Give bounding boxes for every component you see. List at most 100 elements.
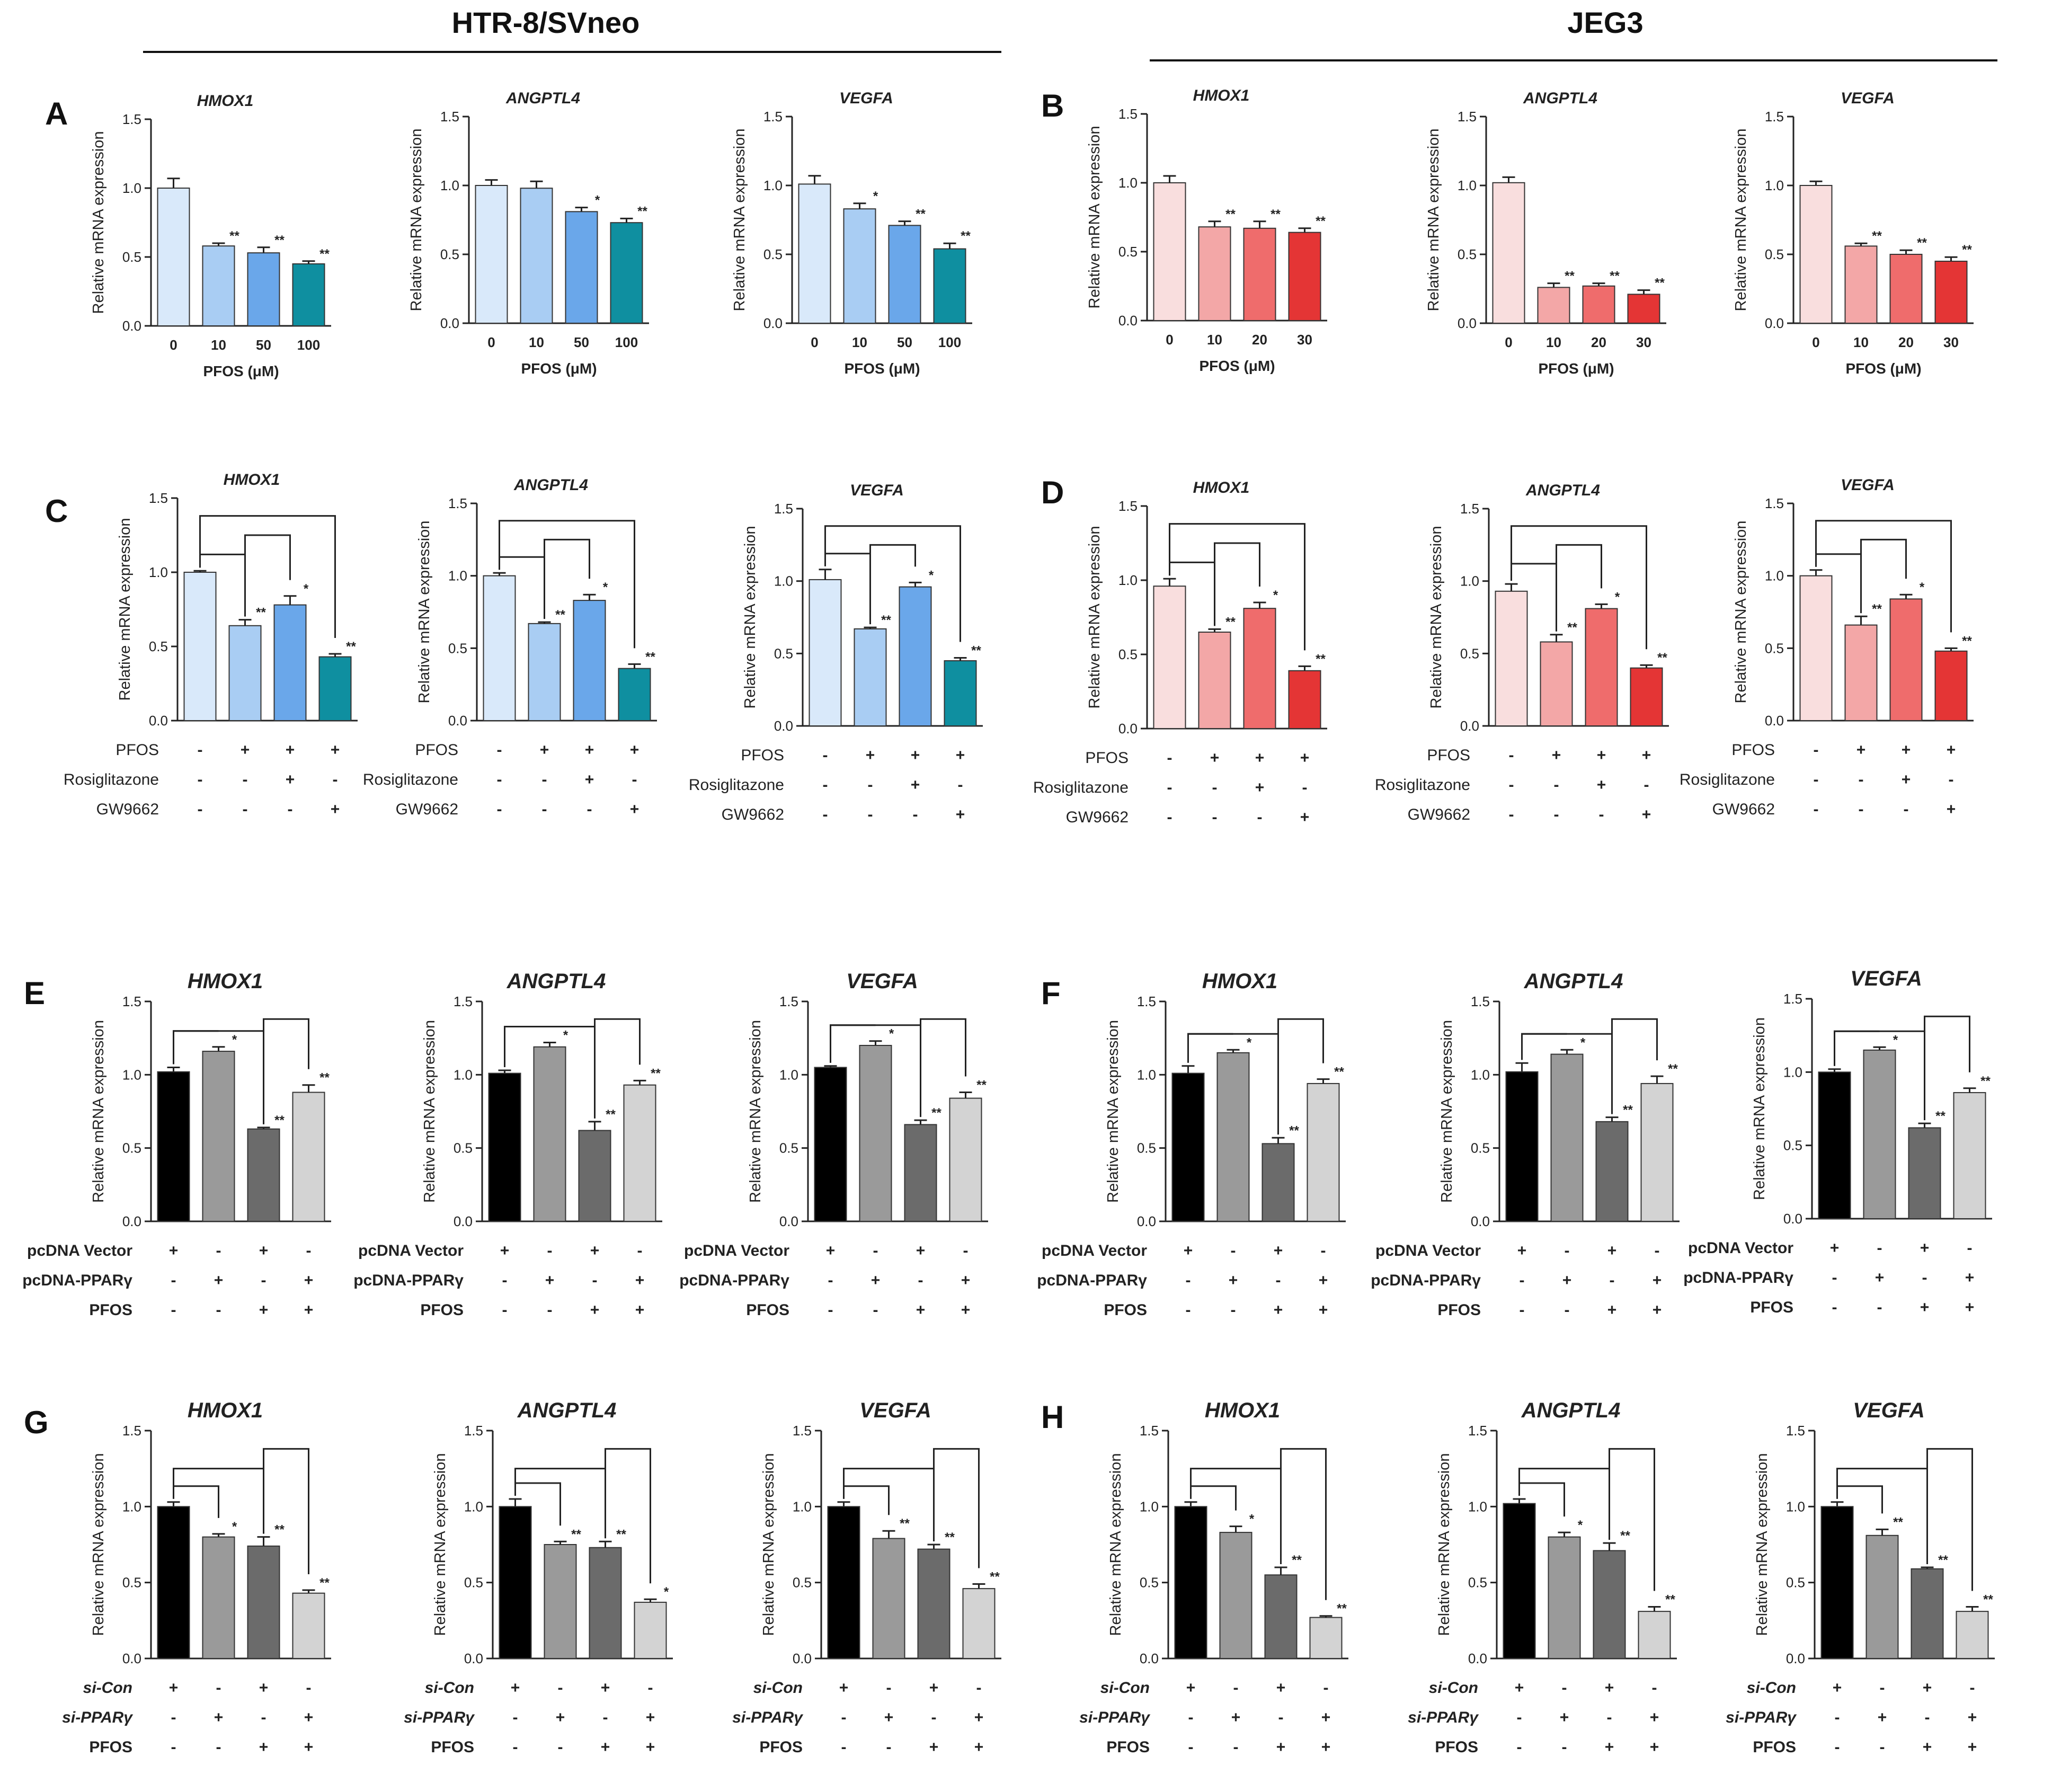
bar-b-hmox1-1-2 xyxy=(1243,227,1276,321)
x-tick-label-a-hmox1-1-1: 10 xyxy=(211,337,226,353)
row-sign-d-angptl4-2-0-3: + xyxy=(1642,747,1651,764)
sig-mark-c-angptl4-2-3: ** xyxy=(645,650,655,664)
row-sign-h-angptl4-2-0-3: - xyxy=(1652,1679,1657,1697)
y-tick-label-a-vegfa-3-0: 0.0 xyxy=(763,315,783,331)
row-sign-g-hmox1-1-1-2: - xyxy=(261,1709,266,1726)
y-tick-label-h-angptl4-2-3: 1.5 xyxy=(1468,1423,1487,1439)
row-sign-e-vegfa-3-0-2: + xyxy=(916,1242,926,1259)
row-label-e-angptl4-2-2: PFOS xyxy=(420,1301,464,1319)
row-label-d-vegfa-3-1: Rosiglitazone xyxy=(1680,771,1775,788)
sig-mark-d-hmox1-1-2: * xyxy=(1273,588,1278,602)
row-sign-c-vegfa-3-1-2: + xyxy=(911,776,920,794)
row-label-g-vegfa-3-0: si-Con xyxy=(753,1679,803,1697)
bar-h-angptl4-2-2 xyxy=(1593,1550,1626,1659)
bar-c-angptl4-2-0 xyxy=(483,575,516,721)
bar-h-vegfa-3-0 xyxy=(1820,1506,1854,1659)
y-axis-label-g-hmox1-1: Relative mRNA expression xyxy=(90,1453,107,1636)
row-sign-e-vegfa-3-1-2: - xyxy=(918,1272,923,1289)
x-axis-label-b-vegfa-3: PFOS (μM) xyxy=(1845,360,1921,377)
row-sign-d-vegfa-3-2-0: - xyxy=(1814,801,1819,818)
row-sign-h-vegfa-3-1-2: - xyxy=(1925,1709,1930,1726)
header-jeg3-line xyxy=(1150,59,1997,61)
y-tick-label-f-hmox1-1-1: 0.5 xyxy=(1137,1140,1156,1156)
row-label-g-angptl4-2-2: PFOS xyxy=(431,1738,474,1756)
panel-label-g: G xyxy=(24,1405,49,1440)
row-sign-f-angptl4-2-1-1: + xyxy=(1562,1272,1572,1289)
bar-d-hmox1-1-1 xyxy=(1198,632,1231,729)
row-label-f-vegfa-3-0: pcDNA Vector xyxy=(1688,1239,1793,1257)
bar-g-hmox1-1-3 xyxy=(292,1592,325,1660)
x-tick-label-a-hmox1-1-0: 0 xyxy=(170,337,177,353)
y-tick-label-h-angptl4-2-0: 0.0 xyxy=(1468,1651,1487,1666)
y-axis-label-c-vegfa-3: Relative mRNA expression xyxy=(742,526,759,709)
row-sign-d-hmox1-1-1-0: - xyxy=(1167,779,1172,796)
bar-d-vegfa-3-3 xyxy=(1934,650,1968,722)
sig-mark-c-hmox1-1-3: ** xyxy=(346,640,356,654)
y-tick-label-h-vegfa-3-2: 1.0 xyxy=(1786,1498,1805,1514)
row-sign-e-angptl4-2-1-0: - xyxy=(502,1272,508,1289)
y-tick-label-e-angptl4-2-0: 0.0 xyxy=(454,1213,473,1229)
y-tick-label-h-angptl4-2-2: 1.0 xyxy=(1468,1498,1487,1514)
sig-mark-g-angptl4-2-1: ** xyxy=(571,1527,581,1541)
row-sign-c-angptl4-2-0-3: + xyxy=(630,741,639,759)
row-label-g-vegfa-3-1: si-PPARγ xyxy=(732,1709,804,1726)
row-sign-d-angptl4-2-0-1: + xyxy=(1552,747,1561,764)
y-tick-label-b-hmox1-1-2: 1.0 xyxy=(1118,175,1138,191)
y-tick-label-b-vegfa-3-1: 0.5 xyxy=(1765,246,1784,262)
bar-g-vegfa-3-3 xyxy=(962,1588,996,1659)
bracket-f-hmox1-1-2 xyxy=(1277,1018,1324,1135)
row-sign-e-hmox1-1-2-3: + xyxy=(304,1301,314,1319)
y-tick-label-e-hmox1-1-1: 0.5 xyxy=(122,1140,141,1156)
sig-mark-b-vegfa-3-3: ** xyxy=(1962,243,1972,257)
header-jeg3: JEG3 xyxy=(1567,6,1644,39)
row-sign-g-angptl4-2-0-3: - xyxy=(648,1679,653,1697)
row-sign-f-angptl4-2-0-2: + xyxy=(1607,1242,1617,1259)
x-axis-label-a-vegfa-3: PFOS (μM) xyxy=(844,360,920,377)
row-label-g-vegfa-3-2: PFOS xyxy=(759,1738,803,1756)
row-sign-c-hmox1-1-1-1: - xyxy=(243,771,248,788)
y-tick-label-e-hmox1-1-2: 1.0 xyxy=(122,1067,141,1083)
row-sign-f-hmox1-1-0-0: + xyxy=(1184,1242,1193,1259)
bar-f-vegfa-3-0 xyxy=(1818,1071,1851,1220)
y-axis-label-a-vegfa-3: Relative mRNA expression xyxy=(731,129,748,312)
row-sign-f-hmox1-1-1-2: - xyxy=(1276,1272,1281,1289)
row-sign-d-vegfa-3-0-2: + xyxy=(1902,741,1911,759)
bar-f-hmox1-1-2 xyxy=(1262,1143,1295,1222)
sig-mark-e-hmox1-1-1: * xyxy=(232,1033,237,1047)
row-label-c-hmox1-1-0: PFOS xyxy=(116,741,159,759)
sig-mark-d-vegfa-3-2: * xyxy=(1920,580,1925,595)
bar-a-angptl4-2-1 xyxy=(520,188,553,324)
y-tick-label-h-hmox1-1-2: 1.0 xyxy=(1140,1498,1159,1514)
row-sign-d-angptl4-2-2-0: - xyxy=(1509,806,1514,823)
row-sign-g-angptl4-2-0-2: + xyxy=(601,1679,610,1697)
y-tick-label-b-vegfa-3-0: 0.0 xyxy=(1765,315,1784,331)
row-label-h-vegfa-3-2: PFOS xyxy=(1753,1738,1796,1756)
x-tick-label-a-vegfa-3-3: 100 xyxy=(938,334,961,350)
y-tick-label-e-vegfa-3-3: 1.5 xyxy=(779,993,798,1009)
sig-mark-a-vegfa-3-3: ** xyxy=(961,229,971,243)
row-sign-d-hmox1-1-2-1: - xyxy=(1212,809,1218,826)
chart-title-d-vegfa-3: VEGFA xyxy=(1841,476,1895,494)
row-sign-c-angptl4-2-0-2: + xyxy=(585,741,594,759)
row-sign-d-angptl4-2-1-0: - xyxy=(1509,776,1514,794)
y-tick-label-h-vegfa-3-3: 1.5 xyxy=(1786,1423,1805,1439)
sig-mark-f-angptl4-2-3: ** xyxy=(1668,1062,1678,1076)
y-tick-label-f-angptl4-2-0: 0.0 xyxy=(1471,1213,1490,1229)
bar-g-angptl4-2-3 xyxy=(634,1601,667,1660)
row-sign-f-vegfa-3-2-2: + xyxy=(1920,1299,1930,1316)
x-tick-label-a-angptl4-2-0: 0 xyxy=(487,334,495,350)
row-sign-d-hmox1-1-0-2: + xyxy=(1255,749,1265,767)
row-label-h-vegfa-3-0: si-Con xyxy=(1747,1679,1796,1697)
y-tick-label-d-angptl4-2-3: 1.5 xyxy=(1460,501,1479,517)
row-sign-c-hmox1-1-0-2: + xyxy=(286,741,295,759)
bar-g-vegfa-3-2 xyxy=(917,1548,950,1660)
y-tick-label-b-angptl4-2-1: 0.5 xyxy=(1458,246,1477,262)
y-tick-label-a-vegfa-3-1: 0.5 xyxy=(763,246,783,262)
x-tick-label-a-angptl4-2-2: 50 xyxy=(574,334,589,350)
bracket-h-vegfa-3-2 xyxy=(1926,1448,1973,1591)
sig-mark-d-vegfa-3-1: ** xyxy=(1872,602,1882,616)
y-axis-label-g-vegfa-3: Relative mRNA expression xyxy=(760,1453,777,1636)
row-sign-e-vegfa-3-1-1: + xyxy=(871,1272,881,1289)
row-sign-c-angptl4-2-2-3: + xyxy=(630,801,639,818)
bracket-d-angptl4-2-2 xyxy=(1511,525,1647,650)
